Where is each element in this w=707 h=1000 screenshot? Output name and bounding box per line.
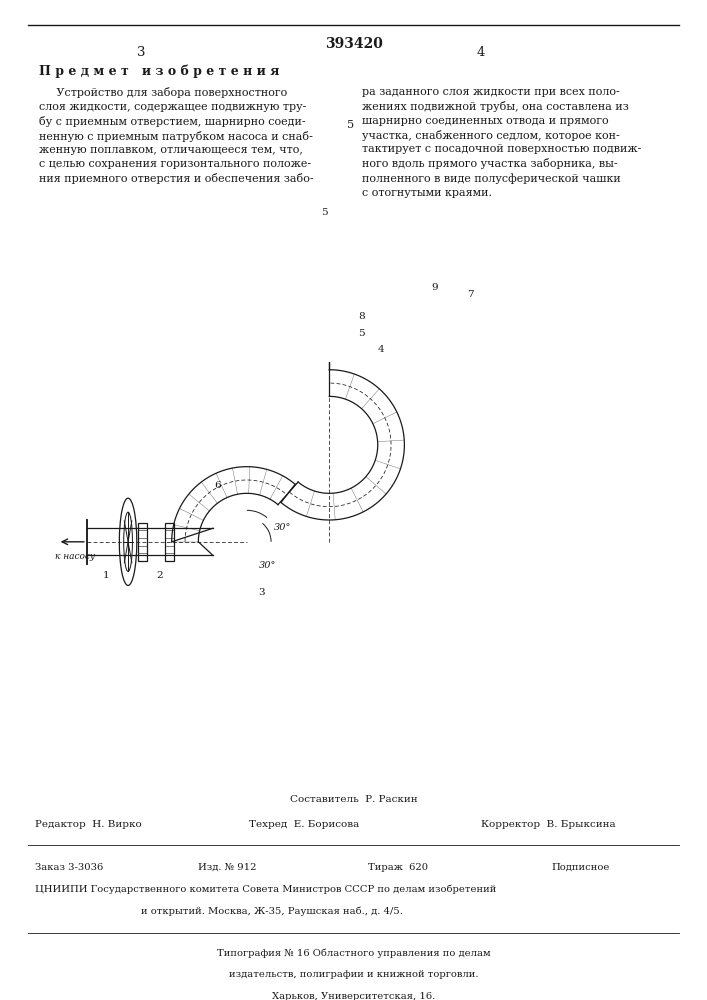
Bar xyxy=(139,523,147,561)
Text: к насосу: к насосу xyxy=(55,552,95,561)
Text: Харьков, Университетская, 16.: Харьков, Университетская, 16. xyxy=(272,992,435,1000)
Text: 5: 5 xyxy=(358,329,365,338)
Text: Составитель  Р. Раскин: Составитель Р. Раскин xyxy=(290,795,417,804)
Text: Устройство для забора поверхностного
слоя жидкости, содержащее подвижную тру-
бу: Устройство для забора поверхностного сло… xyxy=(39,87,313,184)
Text: 3: 3 xyxy=(258,588,264,597)
Text: 4: 4 xyxy=(378,345,385,354)
Text: 30°: 30° xyxy=(274,523,291,532)
Text: П р е д м е т   и з о б р е т е н и я: П р е д м е т и з о б р е т е н и я xyxy=(39,65,279,79)
Bar xyxy=(315,313,344,339)
Text: 2: 2 xyxy=(156,571,163,580)
Text: 1: 1 xyxy=(103,571,110,580)
Text: Изд. № 912: Изд. № 912 xyxy=(198,863,257,872)
Text: ра заданного слоя жидкости при всех поло-
жениях подвижной трубы, она составлена: ра заданного слоя жидкости при всех поло… xyxy=(362,87,641,198)
Text: Техред  Е. Борисова: Техред Е. Борисова xyxy=(249,820,359,829)
Text: Тираж  620: Тираж 620 xyxy=(368,863,428,872)
Text: 3: 3 xyxy=(137,46,146,59)
Text: Типография № 16 Областного управления по делам: Типография № 16 Областного управления по… xyxy=(216,948,491,958)
Text: 5: 5 xyxy=(321,208,328,217)
Text: ЦНИИПИ Государственного комитета Совета Министров СССР по делам изобретений: ЦНИИПИ Государственного комитета Совета … xyxy=(35,885,497,894)
Text: 8: 8 xyxy=(358,312,365,321)
Text: 5: 5 xyxy=(347,120,354,130)
Text: и открытий. Москва, Ж-35, Раушская наб., д. 4/5.: и открытий. Москва, Ж-35, Раушская наб.,… xyxy=(141,907,403,916)
Text: Корректор  В. Брыксина: Корректор В. Брыксина xyxy=(481,820,615,829)
Text: Редактор  Н. Вирко: Редактор Н. Вирко xyxy=(35,820,142,829)
Text: Подписное: Подписное xyxy=(551,863,610,872)
Text: 9: 9 xyxy=(431,283,438,292)
Text: издательств, полиграфии и книжной торговли.: издательств, полиграфии и книжной торгов… xyxy=(229,970,478,979)
Text: Заказ 3-3036: Заказ 3-3036 xyxy=(35,863,104,872)
Text: 393420: 393420 xyxy=(325,37,382,51)
Text: 6: 6 xyxy=(214,481,221,490)
Bar xyxy=(165,523,174,561)
Text: 30°: 30° xyxy=(259,561,276,570)
Text: 7: 7 xyxy=(467,290,474,299)
Text: 4: 4 xyxy=(477,46,485,59)
